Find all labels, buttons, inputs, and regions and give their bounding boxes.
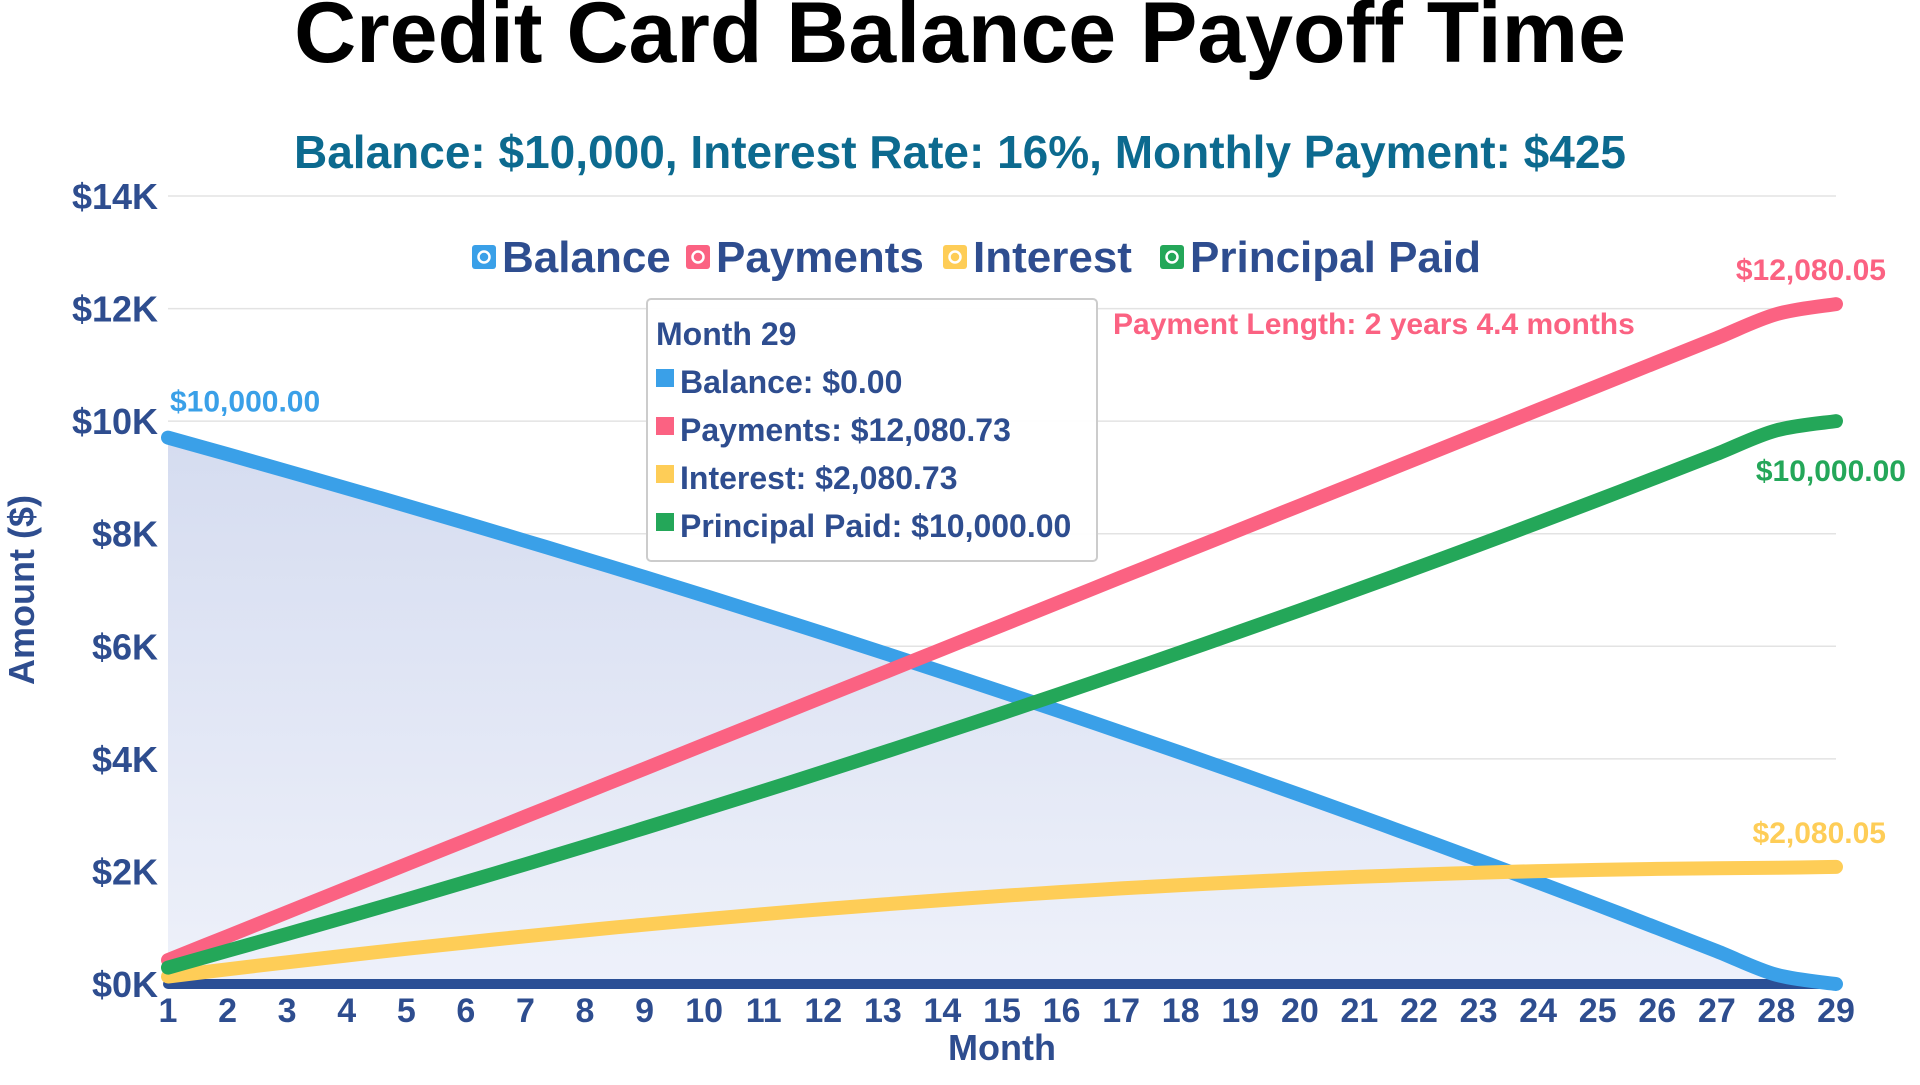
y-tick-label: $8K (92, 514, 158, 555)
interest-line (161, 859, 1843, 984)
principal-paid-legend-marker-icon (1165, 250, 1179, 264)
interest-legend-label: Interest (973, 233, 1132, 282)
x-tick-label: 24 (1519, 992, 1557, 1030)
x-tick-label: 14 (924, 992, 962, 1030)
x-tick-label: 18 (1162, 992, 1200, 1030)
x-tick-label: 20 (1281, 992, 1319, 1030)
tooltip: Month 29 Balance: $0.00 Payments: $12,080… (646, 298, 1098, 562)
interest-legend-marker-icon (948, 250, 962, 264)
x-tick-label: 7 (516, 992, 535, 1030)
x-tick-label: 2 (218, 992, 237, 1030)
balance-legend-marker-icon (477, 250, 491, 264)
y-tick-label: $10K (72, 401, 158, 442)
x-tick-label: 25 (1579, 992, 1617, 1030)
balance-line (161, 430, 1843, 991)
payments-end-label: $12,080.05 (1736, 254, 1886, 287)
series-lines (161, 297, 1843, 991)
payments-legend-label: Payments (716, 233, 924, 282)
x-tick-label: 10 (685, 992, 723, 1030)
principal-paid-line (161, 414, 1843, 975)
x-tick-label: 19 (1221, 992, 1259, 1030)
tooltip-title: Month 29 (656, 316, 796, 352)
x-axis-title: Month (948, 1027, 1056, 1068)
y-axis-ticks: $0K $2K $4K $6K $8K $10K $12K $14K (72, 176, 158, 1005)
legend: Balance Payments Interest Principal Paid (472, 233, 1481, 282)
x-tick-label: 5 (397, 992, 416, 1030)
principal-paid-end-label: $10,000.00 (1756, 455, 1906, 488)
x-axis-ticks: 1 2 3 4 5 6 7 8 9 10 11 12 13 14 15 16 17 18 19 20 21 22 23 24 2… (159, 992, 1855, 1030)
x-tick-label: 22 (1400, 992, 1438, 1030)
tooltip-row-label: Payments: $12,080.73 (680, 412, 1011, 448)
interest-end-label: $2,080.05 (1753, 817, 1886, 850)
balance-end-label: $10,000.00 (170, 386, 320, 419)
x-tick-label: 3 (278, 992, 297, 1030)
y-tick-label: $2K (92, 851, 158, 892)
y-tick-label: $0K (92, 964, 158, 1005)
interest-legend-swatch (943, 245, 967, 269)
x-tick-label: 12 (804, 992, 842, 1030)
end-labels: $10,000.00 $12,080.05 $2,080.05 $10,000.00 (170, 254, 1906, 850)
y-tick-label: $4K (92, 739, 158, 780)
payment-length-annotation: Payment Length: 2 years 4.4 months (1113, 308, 1635, 341)
x-tick-label: 17 (1102, 992, 1140, 1030)
x-tick-label: 15 (983, 992, 1021, 1030)
tooltip-row-label: Principal Paid: $10,000.00 (680, 508, 1071, 544)
x-tick-label: 26 (1638, 992, 1676, 1030)
x-tick-label: 11 (746, 992, 782, 1030)
tooltip-box (646, 298, 1098, 562)
x-tick-label: 29 (1817, 992, 1855, 1030)
x-tick-label: 9 (635, 992, 654, 1030)
principal-paid-legend-swatch (1160, 245, 1184, 269)
x-tick-label: 1 (159, 992, 178, 1030)
x-tick-label: 28 (1758, 992, 1796, 1030)
tooltip-row-label: Interest: $2,080.73 (680, 460, 958, 496)
payments-legend-marker-icon (691, 250, 705, 264)
y-tick-label: $14K (72, 176, 158, 217)
x-tick-label: 21 (1341, 992, 1379, 1030)
chart-subtitle: Balance: $10,000, Interest Rate: 16%, Mo… (294, 126, 1626, 178)
tooltip-row-swatch (656, 513, 674, 531)
balance-legend-swatch (472, 245, 496, 269)
x-tick-label: 6 (456, 992, 475, 1030)
balance-legend-label: Balance (502, 233, 671, 282)
chart-title: Credit Card Balance Payoff Time (294, 0, 1626, 81)
x-tick-label: 23 (1460, 992, 1498, 1030)
tooltip-row-swatch (656, 465, 674, 483)
x-tick-label: 27 (1698, 992, 1736, 1030)
x-tick-label: 16 (1043, 992, 1081, 1030)
y-tick-label: $6K (92, 626, 158, 667)
principal-paid-legend-label: Principal Paid (1190, 233, 1481, 282)
x-tick-label: 4 (337, 992, 356, 1030)
tooltip-row-label: Balance: $0.00 (680, 364, 902, 400)
x-tick-label: 8 (576, 992, 595, 1030)
tooltip-row-swatch (656, 369, 674, 387)
payments-line (161, 297, 1843, 968)
y-tick-label: $12K (72, 289, 158, 330)
tooltip-row-swatch (656, 417, 674, 435)
x-tick-label: 13 (864, 992, 902, 1030)
payments-legend-swatch (686, 245, 710, 269)
y-axis-title: Amount ($) (1, 495, 42, 685)
